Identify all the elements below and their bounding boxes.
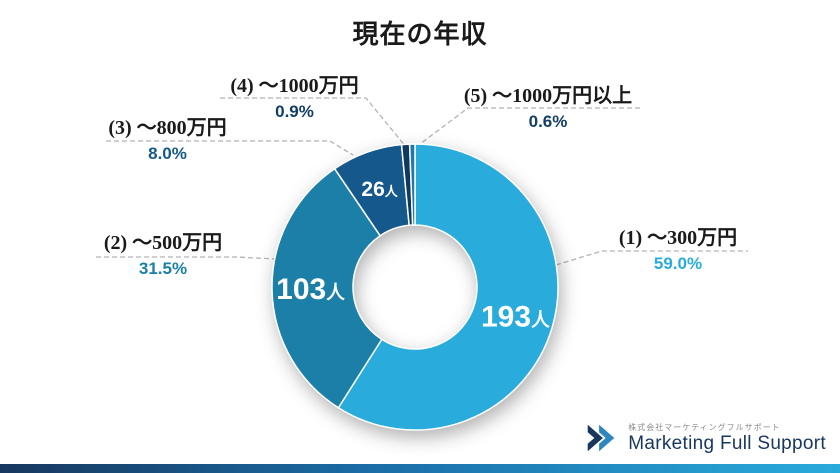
leader-line-3 [106, 140, 354, 156]
segment-3-label: (3) ～800万円 [108, 117, 227, 139]
company-name-en: Marketing Full Support [628, 432, 826, 454]
segment-2-label: (2) ～500万円 [103, 232, 223, 254]
leader-line-4 [220, 97, 407, 148]
callout-segment-3: (3) ～800万円 8.0% [95, 116, 240, 164]
segment-1-percent: 59.0% [653, 254, 703, 273]
segment-5-label: (5) ～1000万円以上 [463, 85, 633, 107]
segment-1-label: (1) ～300万円 [618, 227, 738, 249]
leader-line-1 [555, 250, 748, 266]
logo-mark-icon [587, 424, 615, 452]
segment-5-percent: 0.6% [528, 112, 568, 131]
donut-segment-2 [271, 167, 383, 409]
company-name-block: 株式会社マーケティングフルサポート Marketing Full Support [628, 422, 826, 455]
segment-2-count-label: 103人 [276, 273, 345, 306]
donut-segment-5 [408, 143, 416, 226]
leader-line-5 [415, 107, 640, 148]
company-name-jp: 株式会社マーケティングフルサポート [628, 422, 781, 432]
leader-line-2 [96, 256, 277, 260]
donut-segments: 193人 103人 26人 [271, 143, 559, 431]
callout-segment-2: (2) ～500万円 31.5% [88, 231, 238, 279]
segment-3-percent: 8.0% [148, 144, 187, 163]
callout-segment-5: (5) ～1000万円以上 0.6% [448, 84, 648, 132]
segment-4-label: (4) ～1000万円 [230, 75, 359, 97]
callout-segment-1: (1) ～300万円 59.0% [598, 226, 758, 274]
segment-1-count-label: 193人 [481, 301, 550, 334]
callout-segment-4: (4) ～1000万円 0.9% [212, 74, 377, 122]
company-logo: 株式会社マーケティングフルサポート Marketing Full Support [582, 419, 826, 457]
donut-segment-1 [337, 143, 559, 431]
bottom-accent-bar [0, 464, 840, 473]
leader-lines [96, 97, 748, 266]
segment-2-percent: 31.5% [138, 259, 188, 278]
page-title: 現在の年収 [352, 19, 488, 49]
segment-3-count-label: 26人 [361, 178, 398, 201]
segment-4-percent: 0.9% [275, 102, 314, 121]
